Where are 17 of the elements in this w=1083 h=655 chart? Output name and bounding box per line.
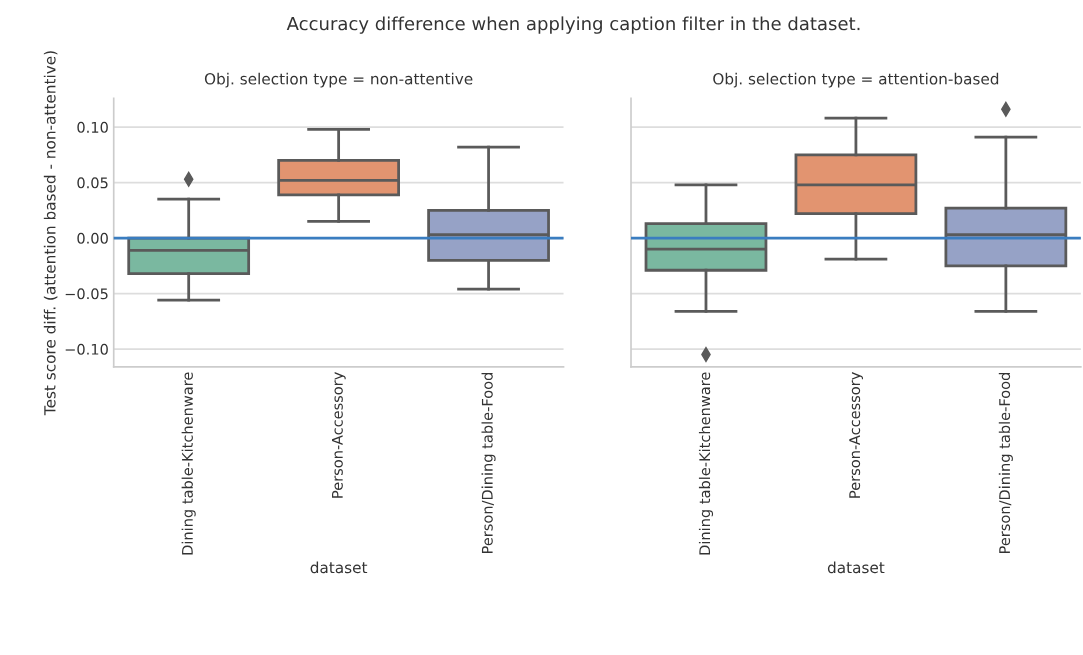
y-tick-label: 0.05 (77, 177, 108, 189)
x-axis-title: dataset (827, 561, 885, 574)
x-tick-label: Person/Dining table-Food (998, 372, 1013, 554)
y-tick-label: 0.10 (77, 121, 108, 133)
chart-title: Obj. selection type = attention-based (713, 72, 999, 88)
y-axis-title: Test score diff. (attention based - non-attentive) (43, 51, 58, 416)
x-tick-label: Dining table-Kitchenware (698, 372, 714, 555)
text: Accuracy difference when applying caption filter in the dataset. (286, 16, 860, 34)
chart-title: Obj. selection type = non-attentive (204, 72, 473, 88)
y-tick-label: −0.05 (65, 288, 108, 300)
x-tick-label: Person-Accessory (332, 372, 346, 498)
x-tick-label: Person/Dining table-Food (481, 372, 496, 554)
y-tick-label: −0.10 (65, 343, 108, 355)
x-axis-title: dataset (310, 561, 368, 574)
x-tick-label: Person-Accessory (849, 372, 863, 498)
y-tick-label: 0.00 (77, 232, 108, 244)
x-tick-label: Dining table-Kitchenware (181, 372, 196, 555)
